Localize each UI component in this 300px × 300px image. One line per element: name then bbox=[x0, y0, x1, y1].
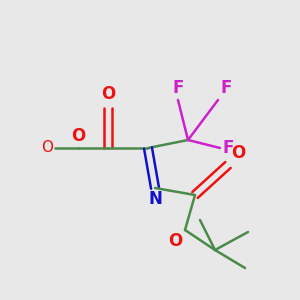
Text: F: F bbox=[172, 79, 184, 97]
Text: F: F bbox=[223, 139, 234, 157]
Text: O: O bbox=[231, 144, 245, 162]
Text: O: O bbox=[71, 127, 85, 145]
Text: O: O bbox=[168, 232, 182, 250]
Text: O: O bbox=[41, 140, 53, 155]
Text: N: N bbox=[148, 190, 162, 208]
Text: F: F bbox=[220, 79, 231, 97]
Text: O: O bbox=[101, 85, 115, 103]
